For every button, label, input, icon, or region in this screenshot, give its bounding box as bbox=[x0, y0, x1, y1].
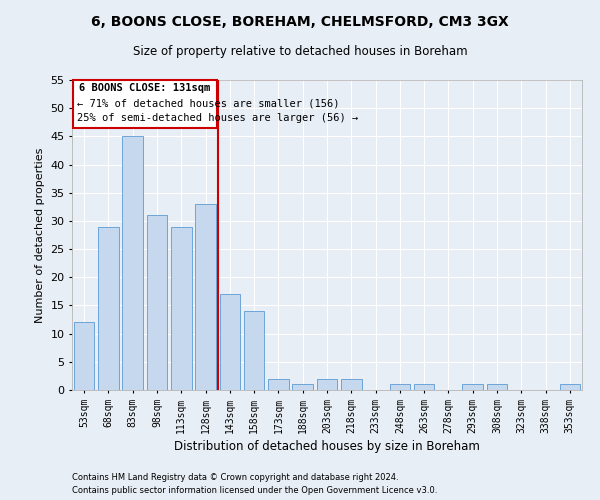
Bar bbox=[98, 226, 119, 390]
Bar bbox=[146, 216, 167, 390]
Text: Size of property relative to detached houses in Boreham: Size of property relative to detached ho… bbox=[133, 45, 467, 58]
Bar bbox=[122, 136, 143, 390]
Bar bbox=[268, 378, 289, 390]
Bar bbox=[341, 378, 362, 390]
Y-axis label: Number of detached properties: Number of detached properties bbox=[35, 148, 44, 322]
Text: ← 71% of detached houses are smaller (156): ← 71% of detached houses are smaller (15… bbox=[77, 98, 340, 108]
Bar bbox=[389, 384, 410, 390]
Bar bbox=[292, 384, 313, 390]
Bar bbox=[244, 311, 265, 390]
Bar bbox=[195, 204, 216, 390]
FancyBboxPatch shape bbox=[73, 80, 217, 128]
Text: 6 BOONS CLOSE: 131sqm: 6 BOONS CLOSE: 131sqm bbox=[79, 83, 211, 93]
Text: Contains public sector information licensed under the Open Government Licence v3: Contains public sector information licen… bbox=[72, 486, 437, 495]
Text: 25% of semi-detached houses are larger (56) →: 25% of semi-detached houses are larger (… bbox=[77, 112, 358, 122]
Text: 6, BOONS CLOSE, BOREHAM, CHELMSFORD, CM3 3GX: 6, BOONS CLOSE, BOREHAM, CHELMSFORD, CM3… bbox=[91, 15, 509, 29]
Bar bbox=[74, 322, 94, 390]
Bar bbox=[317, 378, 337, 390]
Text: Contains HM Land Registry data © Crown copyright and database right 2024.: Contains HM Land Registry data © Crown c… bbox=[72, 474, 398, 482]
X-axis label: Distribution of detached houses by size in Boreham: Distribution of detached houses by size … bbox=[174, 440, 480, 453]
Bar bbox=[220, 294, 240, 390]
Bar bbox=[463, 384, 483, 390]
Bar bbox=[414, 384, 434, 390]
Bar bbox=[560, 384, 580, 390]
Bar bbox=[487, 384, 508, 390]
Bar bbox=[171, 226, 191, 390]
